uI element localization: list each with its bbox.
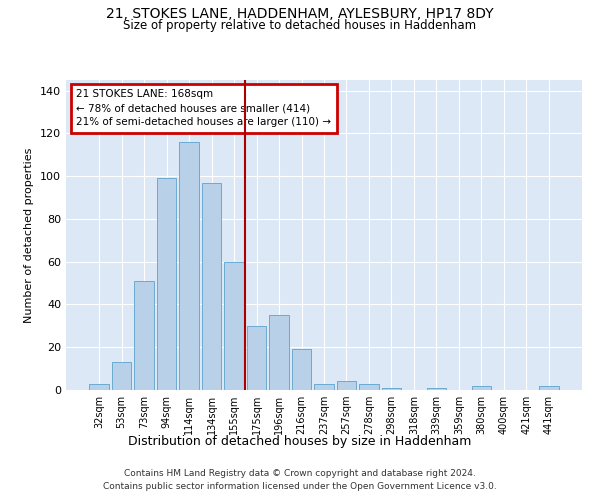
Bar <box>292 350 311 390</box>
Bar <box>427 388 446 390</box>
Bar <box>179 142 199 390</box>
Bar <box>89 384 109 390</box>
Bar <box>112 362 131 390</box>
Bar <box>314 384 334 390</box>
Text: Distribution of detached houses by size in Haddenham: Distribution of detached houses by size … <box>128 435 472 448</box>
Bar <box>269 315 289 390</box>
Bar <box>247 326 266 390</box>
Bar <box>134 281 154 390</box>
Bar <box>224 262 244 390</box>
Text: 21 STOKES LANE: 168sqm
← 78% of detached houses are smaller (414)
21% of semi-de: 21 STOKES LANE: 168sqm ← 78% of detached… <box>76 90 331 128</box>
Bar <box>472 386 491 390</box>
Bar <box>202 182 221 390</box>
Bar <box>359 384 379 390</box>
Bar <box>337 382 356 390</box>
Y-axis label: Number of detached properties: Number of detached properties <box>25 148 34 322</box>
Text: Size of property relative to detached houses in Haddenham: Size of property relative to detached ho… <box>124 19 476 32</box>
Bar <box>382 388 401 390</box>
Bar <box>157 178 176 390</box>
Bar <box>539 386 559 390</box>
Text: Contains public sector information licensed under the Open Government Licence v3: Contains public sector information licen… <box>103 482 497 491</box>
Text: 21, STOKES LANE, HADDENHAM, AYLESBURY, HP17 8DY: 21, STOKES LANE, HADDENHAM, AYLESBURY, H… <box>106 8 494 22</box>
Text: Contains HM Land Registry data © Crown copyright and database right 2024.: Contains HM Land Registry data © Crown c… <box>124 468 476 477</box>
